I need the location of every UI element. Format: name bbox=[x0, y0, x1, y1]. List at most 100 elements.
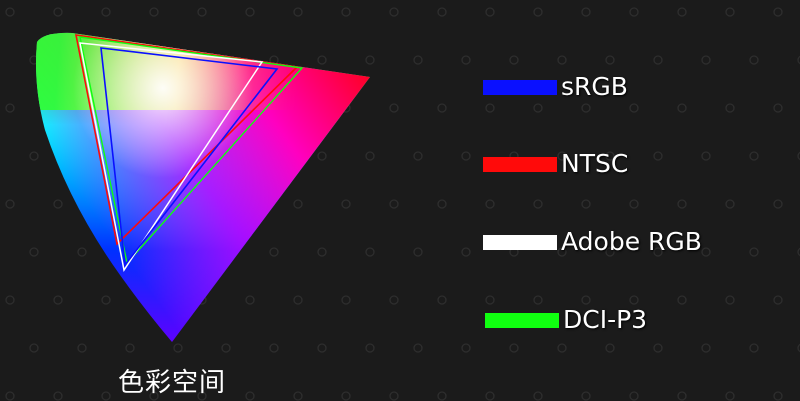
background-ring bbox=[653, 247, 663, 257]
background-ring bbox=[701, 151, 711, 161]
background-ring bbox=[365, 343, 375, 353]
background-ring bbox=[317, 151, 327, 161]
background-ring bbox=[53, 199, 63, 209]
spectral-locus-gamut bbox=[36, 32, 370, 343]
background-ring bbox=[437, 7, 447, 17]
background-ring bbox=[677, 7, 687, 17]
background-ring bbox=[749, 247, 759, 257]
background-ring bbox=[29, 343, 39, 353]
background-ring bbox=[581, 103, 591, 113]
background-ring bbox=[245, 391, 255, 401]
background-ring bbox=[533, 199, 543, 209]
background-ring bbox=[533, 7, 543, 17]
background-ring bbox=[509, 343, 519, 353]
background-ring bbox=[557, 151, 567, 161]
background-ring bbox=[317, 247, 327, 257]
background-ring bbox=[53, 391, 63, 401]
background-ring bbox=[341, 391, 351, 401]
background-ring bbox=[773, 295, 783, 305]
background-ring bbox=[413, 343, 423, 353]
legend-swatch bbox=[483, 234, 557, 250]
background-ring bbox=[557, 343, 567, 353]
background-ring bbox=[485, 103, 495, 113]
background-ring bbox=[197, 391, 207, 401]
background-ring bbox=[77, 247, 87, 257]
background-ring bbox=[797, 55, 800, 65]
background-ring bbox=[437, 103, 447, 113]
background-ring bbox=[317, 343, 327, 353]
background-ring bbox=[629, 199, 639, 209]
background-ring bbox=[77, 343, 87, 353]
background-ring bbox=[605, 247, 615, 257]
background-ring bbox=[581, 295, 591, 305]
background-ring bbox=[269, 247, 279, 257]
background-ring bbox=[773, 103, 783, 113]
background-ring bbox=[197, 7, 207, 17]
legend-label: Adobe RGB bbox=[561, 227, 702, 256]
background-ring bbox=[725, 103, 735, 113]
background-ring bbox=[653, 55, 663, 65]
background-ring bbox=[701, 55, 711, 65]
background-ring bbox=[5, 103, 15, 113]
background-ring bbox=[725, 7, 735, 17]
background-ring bbox=[101, 7, 111, 17]
dci-p3-triangle bbox=[79, 36, 304, 265]
background-ring bbox=[53, 295, 63, 305]
legend-swatch bbox=[483, 79, 557, 95]
background-ring bbox=[653, 151, 663, 161]
background-ring bbox=[605, 151, 615, 161]
background-ring bbox=[5, 391, 15, 401]
background-ring bbox=[749, 343, 759, 353]
background-ring bbox=[485, 295, 495, 305]
background-ring bbox=[293, 295, 303, 305]
background-ring bbox=[749, 151, 759, 161]
background-ring bbox=[437, 295, 447, 305]
background-ring bbox=[773, 391, 783, 401]
background-ring bbox=[701, 247, 711, 257]
background-ring bbox=[341, 7, 351, 17]
background-ring bbox=[365, 55, 375, 65]
background-ring bbox=[653, 343, 663, 353]
background-ring bbox=[5, 199, 15, 209]
legend-swatch bbox=[483, 156, 557, 172]
ntsc-triangle bbox=[74, 34, 299, 246]
background-ring bbox=[581, 391, 591, 401]
background-ring bbox=[365, 151, 375, 161]
background-ring bbox=[293, 391, 303, 401]
legend-label: NTSC bbox=[561, 149, 629, 178]
background-ring bbox=[629, 103, 639, 113]
background-ring bbox=[341, 199, 351, 209]
background-ring bbox=[605, 55, 615, 65]
background-ring bbox=[605, 343, 615, 353]
background-ring bbox=[701, 343, 711, 353]
background-ring bbox=[629, 7, 639, 17]
background-ring bbox=[509, 55, 519, 65]
background-ring bbox=[389, 199, 399, 209]
background-ring bbox=[485, 391, 495, 401]
background-ring bbox=[293, 7, 303, 17]
diagram-caption: 色彩空间 bbox=[118, 368, 227, 398]
adobe-rgb-triangle bbox=[79, 42, 264, 272]
background-ring bbox=[29, 151, 39, 161]
legend-label: sRGB bbox=[561, 72, 628, 101]
background-ring bbox=[5, 295, 15, 305]
background-ring bbox=[341, 295, 351, 305]
background-ring bbox=[29, 247, 39, 257]
legend-item-dci-p3: DCI-P3 bbox=[485, 305, 647, 335]
background-ring bbox=[725, 199, 735, 209]
background-ring bbox=[677, 391, 687, 401]
background-ring bbox=[725, 391, 735, 401]
background-ring bbox=[533, 295, 543, 305]
background-ring bbox=[629, 295, 639, 305]
background-ring bbox=[125, 343, 135, 353]
background-ring bbox=[389, 295, 399, 305]
background-ring bbox=[269, 343, 279, 353]
background-ring bbox=[245, 7, 255, 17]
background-ring bbox=[317, 55, 327, 65]
background-ring bbox=[677, 199, 687, 209]
background-ring bbox=[437, 199, 447, 209]
background-ring bbox=[797, 151, 800, 161]
background-ring bbox=[773, 199, 783, 209]
background-ring bbox=[101, 295, 111, 305]
